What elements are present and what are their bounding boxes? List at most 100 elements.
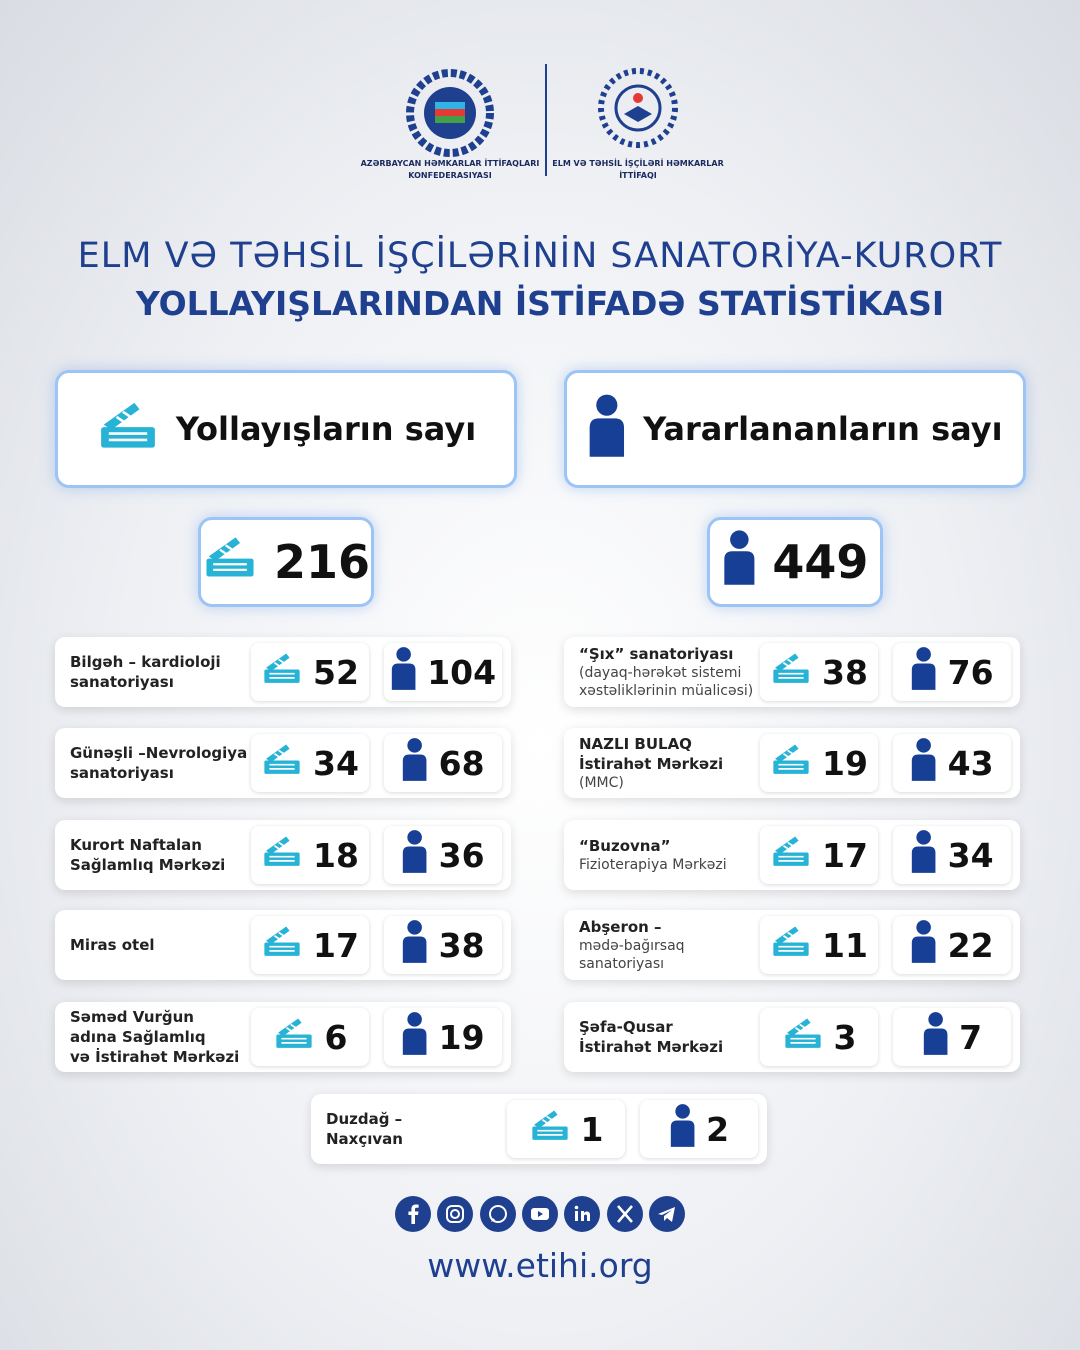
person-icon xyxy=(401,919,428,971)
facility-name: “Buzovna” Fizioterapiya Mərkəzi xyxy=(579,820,764,890)
ticket-icon xyxy=(96,399,160,458)
beneficiaries-label: Yararlananların sayı xyxy=(643,410,1003,448)
beneficiaries-count: 38 xyxy=(438,925,485,965)
tickets-total-box: 216 xyxy=(198,517,374,607)
social-youtube[interactable] xyxy=(521,1196,558,1232)
note-line: sanatoriyası xyxy=(579,956,665,972)
person-icon xyxy=(910,737,937,789)
tickets-count: 11 xyxy=(822,925,868,965)
social-icons xyxy=(395,1196,685,1234)
name-line: Səməd Vurğun xyxy=(70,1008,194,1026)
person-icon xyxy=(401,737,428,789)
org-right: ELM VƏ TƏHSİL İŞÇİLƏRİ HƏMKARLAR İTTİFAQ… xyxy=(548,158,728,182)
name-line: İstirahət Mərkəzi xyxy=(579,755,724,773)
beneficiaries-count: 68 xyxy=(438,743,485,783)
name-line: “Buzovna” xyxy=(579,837,671,855)
social-instagram[interactable] xyxy=(437,1196,474,1232)
name-line: Naxçıvan xyxy=(326,1130,403,1148)
beneficiaries-count: 104 xyxy=(427,652,497,692)
facility-card: Bilgəh – kardioloji sanatoriyası 52 104 xyxy=(55,637,511,707)
beneficiaries-total-box: 449 xyxy=(707,517,883,607)
note-line: xəstəliklərinin müalicəsi) xyxy=(579,683,754,699)
footer-url[interactable]: www.etihi.org xyxy=(427,1246,653,1285)
name-line: sanatoriyası xyxy=(70,673,174,691)
tickets-box: 6 xyxy=(251,1008,369,1066)
tickets-box: 1 xyxy=(507,1100,625,1158)
tickets-header: Yollayışların sayı xyxy=(55,370,517,488)
facility-name: “Şıx” sanatoriyası (dayaq-hərəkət sistemi… xyxy=(579,637,764,707)
social-facebook[interactable] xyxy=(395,1196,431,1232)
beneficiaries-count: 36 xyxy=(438,835,485,875)
tickets-count: 34 xyxy=(313,743,359,783)
name-line: Bilgəh – kardioloji xyxy=(70,653,221,671)
facility-name: Bilgəh – kardioloji sanatoriyası xyxy=(70,637,255,707)
social-x[interactable] xyxy=(606,1196,643,1232)
facility-card: Günəşli –Nevrologiya sanatoriyası 34 68 xyxy=(55,728,511,798)
social-telegram[interactable] xyxy=(648,1196,685,1232)
ticket-icon xyxy=(202,534,258,590)
facility-name: Şəfa-Qusar İstirahət Mərkəzi xyxy=(579,1002,764,1072)
beneficiaries-box: 43 xyxy=(893,734,1011,792)
note-line: (MMC) xyxy=(579,775,624,791)
beneficiaries-box: 22 xyxy=(893,916,1011,974)
ticket-icon xyxy=(782,1016,824,1058)
person-icon xyxy=(910,919,937,971)
name-line: adına Sağlamlıq xyxy=(70,1028,206,1046)
tickets-box: 3 xyxy=(760,1008,878,1066)
tickets-count: 19 xyxy=(822,743,868,783)
facility-name: Miras otel xyxy=(70,910,255,980)
tickets-box: 52 xyxy=(251,643,369,701)
logo-right xyxy=(598,68,678,148)
name-line: Şəfa-Qusar xyxy=(579,1018,673,1036)
name-line: Sağlamlıq Mərkəzi xyxy=(70,856,226,874)
name-line: Duzdağ – xyxy=(326,1110,403,1128)
ticket-icon xyxy=(770,834,812,876)
person-icon xyxy=(910,646,937,698)
tickets-box: 34 xyxy=(251,734,369,792)
tickets-count: 17 xyxy=(822,835,868,875)
facility-card: Duzdağ – Naxçıvan 1 2 xyxy=(311,1094,767,1164)
beneficiaries-box: 7 xyxy=(893,1008,1011,1066)
ticket-icon xyxy=(261,651,303,693)
person-icon xyxy=(401,829,428,881)
social-whatsapp[interactable] xyxy=(479,1196,516,1232)
person-icon xyxy=(669,1103,696,1155)
name-line: Miras otel xyxy=(70,936,155,954)
person-icon xyxy=(722,529,757,596)
beneficiaries-count: 2 xyxy=(706,1109,730,1149)
facility-card: Səməd Vurğun adına Sağlamlıq və İstirahət … xyxy=(55,1002,511,1072)
name-line: İstirahət Mərkəzi xyxy=(579,1038,724,1056)
beneficiaries-header: Yararlananların sayı xyxy=(564,370,1026,488)
tickets-count: 6 xyxy=(324,1017,348,1057)
facility-name: Abşeron – mədə-bağırsaq sanatoriyası xyxy=(579,910,764,980)
social-linkedin[interactable] xyxy=(564,1196,601,1232)
person-icon xyxy=(910,829,937,881)
ticket-icon xyxy=(261,834,303,876)
person-icon xyxy=(390,646,417,698)
beneficiaries-count: 76 xyxy=(947,652,994,692)
tickets-box: 11 xyxy=(760,916,878,974)
tickets-box: 17 xyxy=(251,916,369,974)
beneficiaries-box: 38 xyxy=(384,916,502,974)
beneficiaries-box: 68 xyxy=(384,734,502,792)
facility-name: Kurort Naftalan Sağlamlıq Mərkəzi xyxy=(70,820,255,890)
facility-card: “Şıx” sanatoriyası (dayaq-hərəkət sistemi… xyxy=(564,637,1020,707)
name-line: sanatoriyası xyxy=(70,764,174,782)
note-line: Fizioterapiya Mərkəzi xyxy=(579,857,727,873)
ticket-icon xyxy=(770,742,812,784)
tickets-label: Yollayışların sayı xyxy=(175,410,477,448)
ticket-icon xyxy=(261,742,303,784)
name-line: Günəşli –Nevrologiya xyxy=(70,744,248,762)
logo-left xyxy=(406,69,494,157)
beneficiaries-box: 104 xyxy=(384,643,502,701)
tickets-count: 18 xyxy=(313,835,359,875)
facility-name: Günəşli –Nevrologiya sanatoriyası xyxy=(70,728,255,798)
beneficiaries-box: 76 xyxy=(893,643,1011,701)
facility-name: Duzdağ – Naxçıvan xyxy=(326,1094,511,1164)
note-line: (dayaq-hərəkət sistemi xyxy=(579,665,742,681)
facility-name: NAZLI BULAQ İstirahət Mərkəzi (MMC) xyxy=(579,728,764,798)
ticket-icon xyxy=(261,924,303,966)
tickets-box: 19 xyxy=(760,734,878,792)
beneficiaries-count: 19 xyxy=(438,1017,485,1057)
